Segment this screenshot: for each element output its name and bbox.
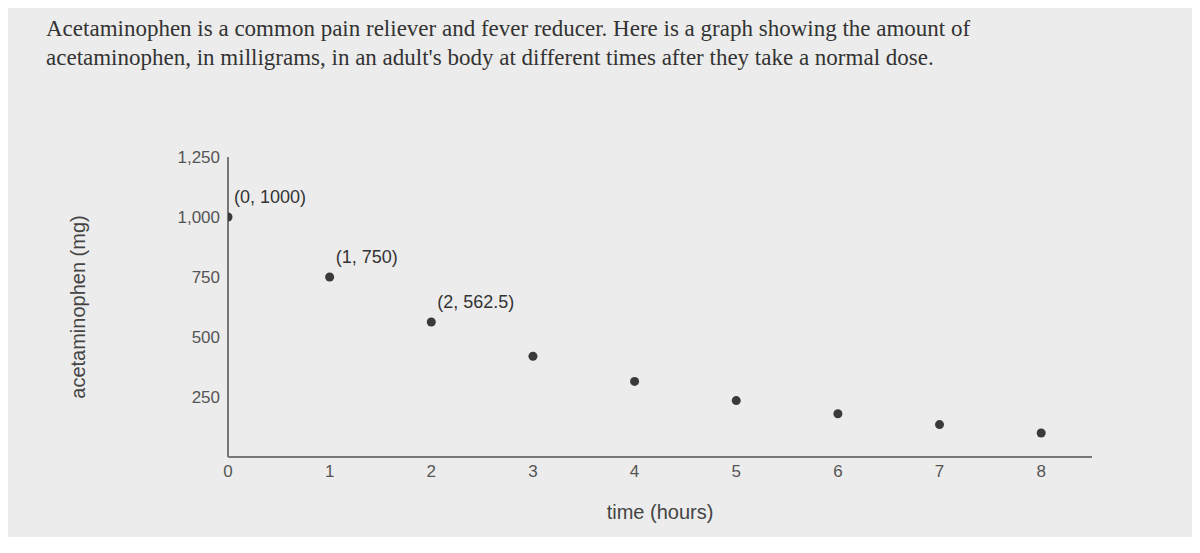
svg-text:time (hours): time (hours) (607, 501, 714, 523)
svg-text:4: 4 (630, 462, 639, 481)
svg-text:750: 750 (192, 268, 220, 287)
svg-text:1,250: 1,250 (177, 148, 220, 167)
svg-text:3: 3 (528, 462, 537, 481)
svg-text:1,000: 1,000 (177, 208, 220, 227)
svg-text:(1, 750): (1, 750) (336, 247, 398, 267)
html-text:Acetaminophen is a common pain: Acetaminophen is a common pain reliever … (46, 16, 971, 70)
svg-text:8: 8 (1036, 462, 1045, 481)
svg-text:250: 250 (192, 388, 220, 407)
svg-text:(0, 1000): (0, 1000) (234, 187, 306, 207)
svg-text:5: 5 (732, 462, 741, 481)
svg-text:0: 0 (223, 462, 232, 481)
svg-text:2: 2 (427, 462, 436, 481)
svg-text:6: 6 (833, 462, 842, 481)
svg-text:acetaminophen (mg): acetaminophen (mg) (67, 215, 89, 398)
svg-text:1: 1 (325, 462, 334, 481)
svg-text:(2, 562.5): (2, 562.5) (437, 292, 514, 312)
svg-text:500: 500 (192, 328, 220, 347)
svg-text:7: 7 (935, 462, 944, 481)
